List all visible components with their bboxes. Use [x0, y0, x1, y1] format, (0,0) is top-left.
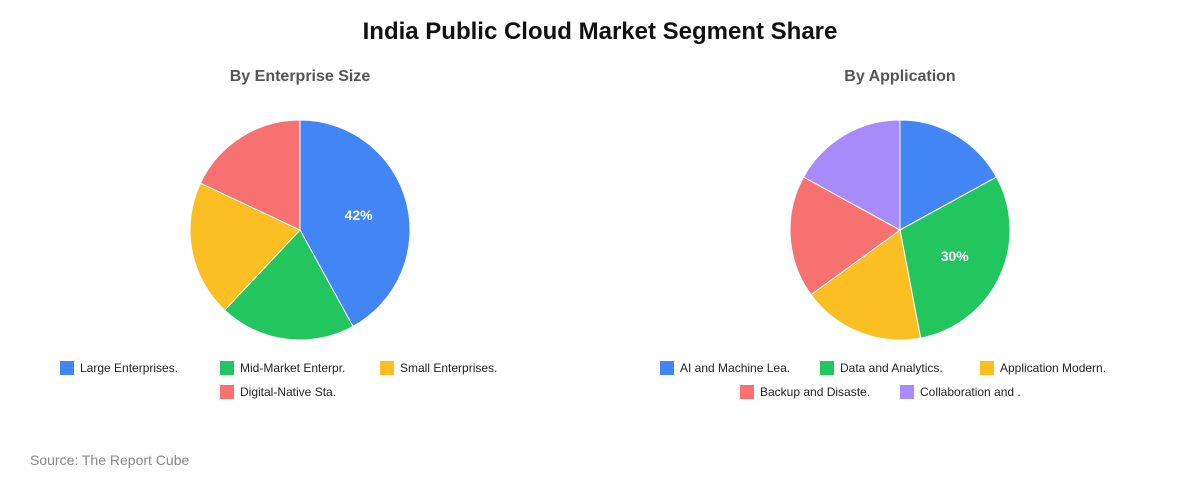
- chart-title-application: By Application: [844, 68, 956, 85]
- legend-item-collaboration-and[interactable]: Collaboration and .: [900, 385, 1060, 399]
- legend-label: Mid-Market Enterpr.: [240, 361, 346, 375]
- pie-slice-collaboration-and: [802, 119, 901, 231]
- legend-enterprise-size: Large Enterprises. Mid-Market Enterpr. Sma…: [0, 361, 600, 409]
- data-label-data-and-analytics: 30%: [941, 248, 970, 264]
- pie-slice-ai-and-machine-lea: [899, 119, 998, 231]
- application-chart: By Application 30% AI and Machine Lea. Da…: [600, 62, 1200, 422]
- pie-application: 30%: [789, 119, 1011, 341]
- legend-swatch: [60, 361, 74, 375]
- legend-row: Digital-Native Sta.: [0, 385, 600, 399]
- pie-enterprise-size: 42%: [189, 119, 411, 341]
- legend-row: Large Enterprises. Mid-Market Enterpr. Sma…: [0, 361, 600, 375]
- legend-item-large-enterprises[interactable]: Large Enterprises.: [60, 361, 220, 375]
- legend-label: AI and Machine Lea.: [680, 361, 791, 375]
- page-title: India Public Cloud Market Segment Share: [362, 18, 838, 45]
- legend-swatch: [220, 385, 234, 399]
- source-note: Source: The Report Cube: [30, 452, 190, 468]
- legend-label: Backup and Disaste.: [760, 385, 871, 399]
- data-label-large-enterprises: 42%: [345, 207, 374, 223]
- legend-label: Data and Analytics.: [840, 361, 943, 375]
- legend-item-ai-and-machine-lea[interactable]: AI and Machine Lea.: [660, 361, 820, 375]
- pie-slice-digital-native-sta: [199, 119, 301, 231]
- legend-swatch: [900, 385, 914, 399]
- legend-label: Small Enterprises.: [400, 361, 498, 375]
- legend-item-mid-market-enterpr[interactable]: Mid-Market Enterpr.: [220, 361, 380, 375]
- legend-swatch: [220, 361, 234, 375]
- legend-item-application-modern[interactable]: Application Modern.: [980, 361, 1140, 375]
- enterprise-size-chart: By Enterprise Size 42% Large Enterprises…: [0, 62, 600, 422]
- legend-label: Digital-Native Sta.: [240, 385, 337, 399]
- legend-application: AI and Machine Lea. Data and Analytics. Ap…: [600, 361, 1200, 409]
- legend-swatch: [380, 361, 394, 375]
- legend-swatch: [740, 385, 754, 399]
- legend-row: AI and Machine Lea. Data and Analytics. Ap…: [600, 361, 1200, 375]
- pie-slice-backup-and-disaste: [789, 176, 901, 296]
- pie-slice-mid-market-enterpr: [223, 229, 354, 341]
- legend-item-data-and-analytics[interactable]: Data and Analytics.: [820, 361, 980, 375]
- legend-item-backup-and-disaste[interactable]: Backup and Disaste.: [740, 385, 900, 399]
- pie-slice-data-and-analytics: [899, 176, 1011, 339]
- legend-item-small-enterprises[interactable]: Small Enterprises.: [380, 361, 540, 375]
- chart-title-enterprise-size: By Enterprise Size: [229, 68, 371, 85]
- legend-label: Large Enterprises.: [80, 361, 179, 375]
- pie-slice-large-enterprises: [299, 119, 411, 328]
- legend-item-digital-native-sta[interactable]: Digital-Native Sta.: [220, 385, 380, 399]
- pie-slice-application-modern: [810, 229, 922, 341]
- legend-label: Collaboration and .: [920, 385, 1021, 399]
- legend-swatch: [660, 361, 674, 375]
- legend-row: Backup and Disaste. Collaboration and .: [600, 385, 1200, 399]
- legend-swatch: [820, 361, 834, 375]
- legend-swatch: [980, 361, 994, 375]
- pie-slice-small-enterprises: [189, 182, 301, 311]
- legend-label: Application Modern.: [1000, 361, 1107, 375]
